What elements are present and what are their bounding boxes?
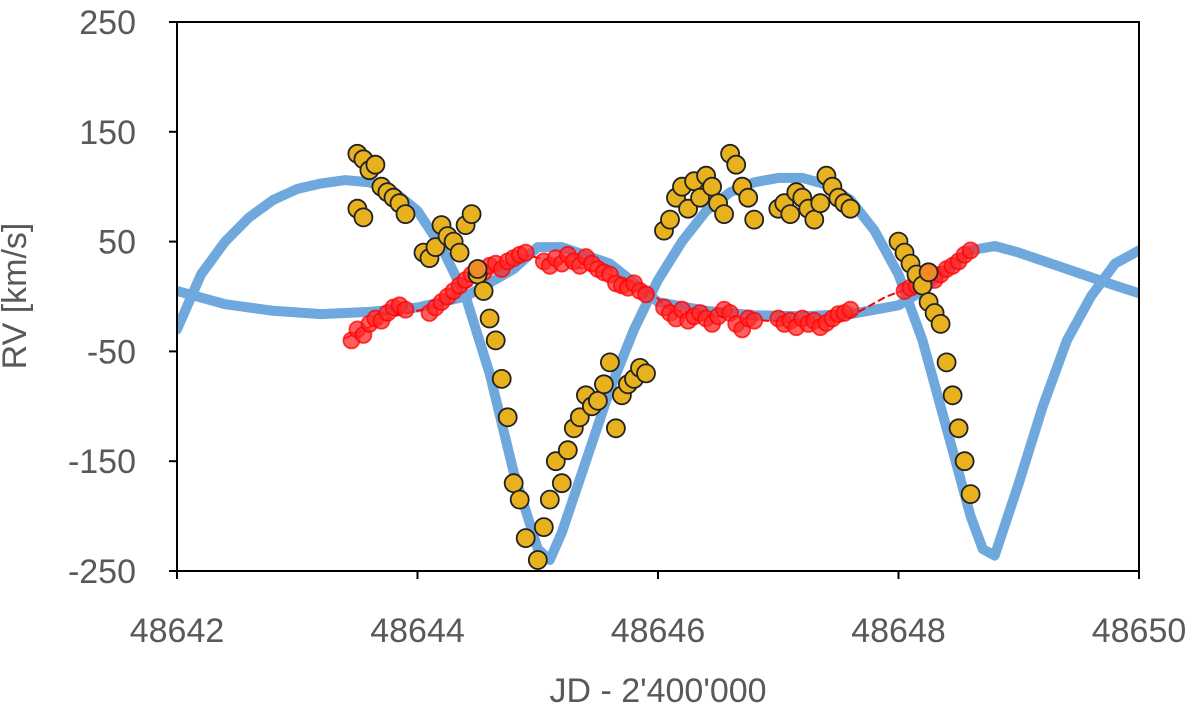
- data-point: [738, 187, 759, 208]
- data-point: [479, 308, 500, 329]
- data-point: [569, 407, 590, 428]
- x-tick-marks: [176, 571, 1140, 579]
- data-point: [930, 313, 951, 334]
- data-point: [744, 209, 765, 230]
- data-point: [954, 451, 975, 472]
- data-point: [961, 241, 980, 260]
- data-point: [551, 473, 572, 494]
- data-point: [449, 242, 470, 263]
- data-point: [539, 489, 560, 510]
- y-tick-label: -50: [87, 333, 136, 371]
- data-point: [395, 204, 416, 225]
- x-tick-label: 48644: [370, 612, 465, 650]
- x-tick-label: 48646: [611, 612, 706, 650]
- data-point: [702, 176, 722, 197]
- y-tick-marks: [169, 21, 177, 572]
- data-point: [533, 517, 554, 537]
- data-point: [467, 259, 488, 279]
- data-point: [726, 154, 747, 175]
- data-point: [527, 550, 548, 570]
- data-point: [600, 352, 620, 373]
- data-point: [503, 473, 524, 494]
- y-tick-label: -250: [68, 553, 136, 591]
- data-point: [557, 440, 578, 461]
- y-tick-label: 50: [98, 224, 136, 262]
- data-point: [636, 363, 656, 384]
- data-point: [545, 451, 566, 472]
- data-point: [780, 204, 801, 225]
- x-tick-label: 48650: [1092, 612, 1187, 650]
- data-point: [515, 528, 536, 548]
- data-point: [606, 418, 626, 439]
- x-tick-label: 48642: [130, 612, 225, 650]
- data-point: [594, 374, 614, 395]
- data-point: [948, 418, 969, 439]
- data-point: [660, 209, 680, 230]
- data-point: [841, 300, 860, 319]
- x-tick-label: 48648: [851, 612, 946, 650]
- data-point: [516, 243, 535, 262]
- data-point: [960, 484, 981, 505]
- data-point: [473, 281, 494, 301]
- y-tick-label: 250: [79, 4, 136, 42]
- data-point: [918, 262, 939, 283]
- data-point: [509, 489, 530, 510]
- data-point: [461, 204, 482, 225]
- data-point: [425, 237, 446, 258]
- data-point: [491, 368, 512, 389]
- y-axis-title: RV [km/s]: [0, 223, 34, 370]
- data-point: [396, 300, 415, 319]
- data-point: [353, 207, 374, 228]
- plot-content: [177, 143, 1139, 570]
- plot-frame: [176, 21, 1140, 572]
- data-point: [678, 198, 698, 219]
- data-point: [745, 311, 764, 330]
- data-point: [485, 330, 506, 351]
- data-point: [637, 285, 655, 304]
- x-axis-title: JD - 2'400'000: [549, 672, 766, 710]
- data-point: [936, 352, 957, 373]
- data-point: [804, 209, 825, 230]
- y-tick-labels: 250 150 50 -50 -150 -250: [68, 4, 136, 591]
- data-point: [690, 187, 710, 208]
- y-tick-label: -150: [68, 443, 136, 481]
- data-point: [840, 198, 861, 219]
- data-point: [365, 154, 386, 175]
- data-point: [714, 204, 734, 225]
- model-curve-line: [177, 172, 1139, 565]
- x-tick-labels: 48642 48644 48646 48648 48650: [130, 612, 1187, 650]
- data-point: [588, 390, 608, 411]
- y-tick-label: 150: [79, 114, 136, 152]
- data-point: [497, 407, 518, 428]
- data-point: [942, 385, 963, 406]
- data-point: [810, 193, 831, 214]
